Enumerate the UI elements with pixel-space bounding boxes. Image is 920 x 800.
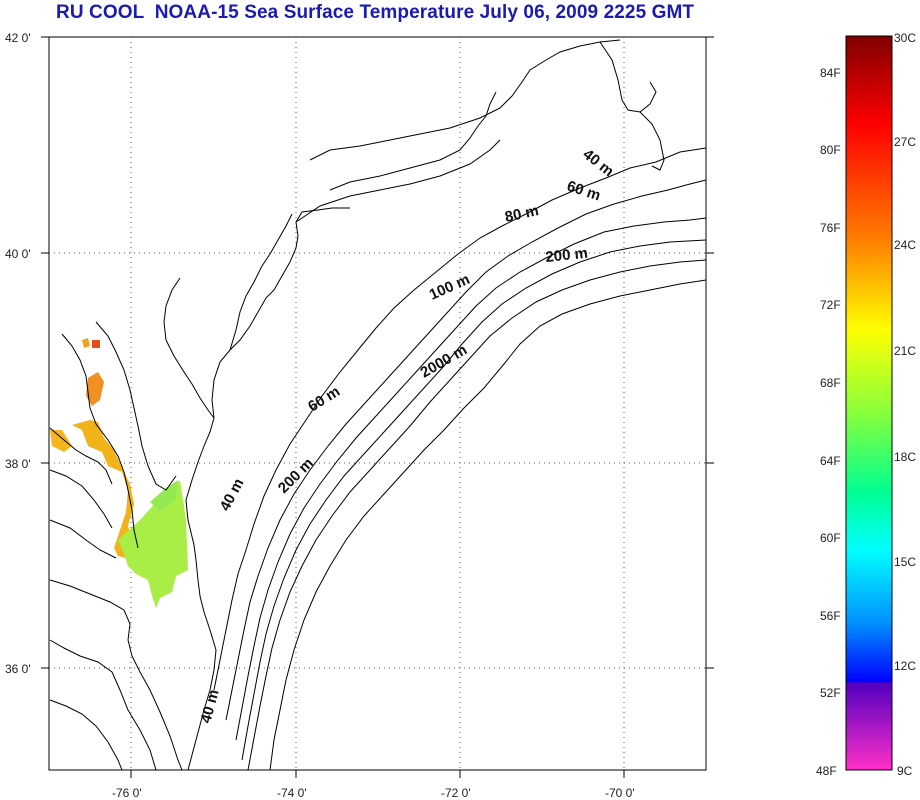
lat-tick-label: 36 0' [5, 662, 31, 676]
colorbar-c-label: 15C [894, 555, 916, 569]
lat-tick-label: 38 0' [5, 457, 31, 471]
colorbar-c-label: 9C [897, 764, 913, 778]
lon-tick-label: -76 0' [112, 786, 142, 800]
colorbar-f-label: 68F [820, 376, 841, 390]
lon-tick-label: -70 0' [605, 786, 635, 800]
colorbar-c-label: 21C [894, 344, 916, 358]
colorbar-f-label: 60F [820, 531, 841, 545]
colorbar-c-label: 24C [894, 238, 916, 252]
colorbar-f-label: 84F [820, 66, 841, 80]
isobath-label: 200 m [545, 245, 589, 266]
isobath-label: 80 m [503, 202, 540, 226]
colorbar-c-label: 27C [894, 135, 916, 149]
colorbar-c-label: 18C [894, 450, 916, 464]
colorbar-f-labels: 84F 80F 76F 72F 68F 64F 60F 56F 52F 48F [816, 66, 841, 778]
lon-tick-label: -72 0' [441, 786, 471, 800]
frame-ticks [41, 36, 714, 778]
colorbar-f-label: 64F [820, 454, 841, 468]
colorbar-f-label: 48F [816, 764, 837, 778]
grid-lines [49, 37, 706, 770]
coastline [49, 39, 665, 771]
colorbar-c-label: 30C [894, 31, 916, 45]
colorbar-f-label: 76F [820, 221, 841, 235]
lat-tick-label: 40 0' [5, 247, 31, 261]
lon-tick-label: -74 0' [277, 786, 307, 800]
colorbar [845, 35, 893, 771]
map-title: RU COOL NOAA-15 Sea Surface Temperature … [56, 2, 695, 23]
sst-data [50, 338, 188, 608]
plot-frame [48, 36, 707, 771]
colorbar-f-label: 56F [820, 609, 841, 623]
colorbar-f-label: 52F [820, 686, 841, 700]
colorbar-c-labels: 30C 27C 24C 21C 18C 15C 12C 9C [894, 31, 916, 778]
colorbar-f-label: 72F [820, 298, 841, 312]
lat-tick-label: 42 0' [5, 31, 31, 45]
colorbar-f-label: 80F [820, 143, 841, 157]
colorbar-c-label: 12C [894, 659, 916, 673]
bathymetry-contours [213, 147, 707, 771]
